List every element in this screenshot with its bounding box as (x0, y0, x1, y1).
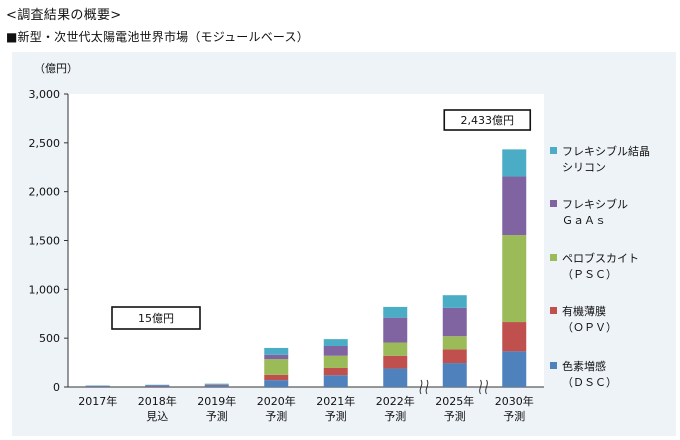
bar-segment (502, 149, 527, 177)
y-tick-label: 2,500 (29, 137, 61, 150)
bar-segment (264, 380, 289, 387)
x-tick-label: 2021年 (316, 394, 355, 408)
legend-label: シリコン (562, 161, 606, 174)
bar-segment (442, 349, 467, 364)
legend-label: （ＰＳＣ） (562, 268, 617, 281)
bar-segment (264, 354, 289, 360)
bar-segment (502, 351, 527, 387)
chart-title: ■新型・次世代太陽電池世界市場（モジュールベース） (6, 30, 309, 44)
bar-segment (204, 384, 229, 386)
bar-segment (383, 355, 408, 369)
y-tick-label: 1,000 (29, 283, 61, 296)
legend-label: （ＤＳＣ） (562, 376, 617, 389)
x-tick-label: 2022年 (376, 394, 415, 408)
bar-segment (442, 363, 467, 387)
bar-segment (145, 384, 170, 386)
x-tick-label: 2025年 (435, 394, 474, 408)
y-unit-label: （億円） (34, 62, 78, 75)
bar-segment (145, 385, 170, 387)
x-tick-label: 予測 (384, 409, 406, 423)
y-tick-label: 0 (53, 381, 60, 394)
legend-label: （ＯＰＶ） (562, 321, 617, 334)
bar-segment (145, 386, 170, 387)
legend-label: フレキシブル (562, 197, 628, 211)
x-tick-label: 2020年 (257, 394, 296, 408)
legend-swatch (550, 200, 557, 207)
bar-segment (264, 374, 289, 381)
y-tick-label: 1,500 (29, 235, 61, 248)
bar-segment (323, 345, 348, 356)
bar-segment (204, 385, 229, 387)
bar-segment (442, 336, 467, 350)
bar-segment (323, 339, 348, 346)
bar-segment (204, 385, 229, 387)
x-tick-label: 予測 (325, 409, 347, 423)
bar-segment (442, 307, 467, 337)
x-tick-label: 予測 (206, 409, 228, 423)
plot-area (68, 94, 544, 387)
bar-segment (145, 385, 170, 387)
annotation-label: 15億円 (138, 312, 174, 325)
bar-segment (323, 355, 348, 368)
x-tick-label: 予測 (265, 409, 287, 423)
x-tick-label: 2017年 (78, 394, 117, 408)
x-tick-label: 予測 (444, 409, 466, 423)
legend-label: ＧａＡｓ (562, 214, 606, 227)
y-tick-label: 3,000 (29, 88, 61, 101)
bar-segment (264, 347, 289, 355)
legend-swatch (550, 147, 557, 154)
bar-segment (502, 235, 527, 323)
x-tick-label: 2019年 (197, 394, 236, 408)
legend-swatch (550, 362, 557, 369)
bar-segment (442, 295, 467, 308)
bar-segment (383, 317, 408, 343)
bar-segment (204, 383, 229, 385)
bar-segment (323, 367, 348, 376)
y-tick-label: 2,000 (29, 186, 61, 199)
legend-label: ペロブスカイト (562, 251, 639, 265)
annotation-box (443, 109, 532, 131)
x-tick-label: 見込 (146, 410, 168, 423)
annotation-label: 2,433億円 (461, 114, 515, 127)
x-tick-label: 予測 (503, 409, 525, 423)
legend-label: 有機薄膜 (562, 304, 606, 318)
bar-segment (264, 359, 289, 375)
x-tick-label: 2018年 (138, 394, 177, 408)
x-tick-label: 2030年 (495, 394, 534, 408)
bar-segment (502, 176, 527, 236)
summary-title: <調査結果の概要> (6, 8, 122, 23)
legend-label: 色素増感 (562, 359, 606, 373)
bar-segment (383, 368, 408, 387)
stacked-bar-chart: （億円） 0 500 1,000 1,500 2,000 2,500 3,000 2017年 20… (29, 62, 651, 423)
bar-segment (85, 385, 110, 387)
y-tick-label: 500 (39, 332, 60, 345)
chart-panel: （億円） 0 500 1,000 1,500 2,000 2,500 3,000 2017年 20… (12, 52, 676, 436)
axis-break-mark (419, 379, 429, 395)
legend-label: フレキシブル結晶 (562, 144, 650, 158)
legend-swatch (550, 254, 557, 261)
annotation-box (111, 306, 201, 330)
legend-swatch (550, 307, 557, 314)
bar-segment (383, 342, 408, 356)
axis-break-mark (479, 379, 488, 395)
bar-segment (323, 375, 348, 387)
bar-segment (502, 322, 527, 352)
bar-segment (383, 306, 408, 318)
